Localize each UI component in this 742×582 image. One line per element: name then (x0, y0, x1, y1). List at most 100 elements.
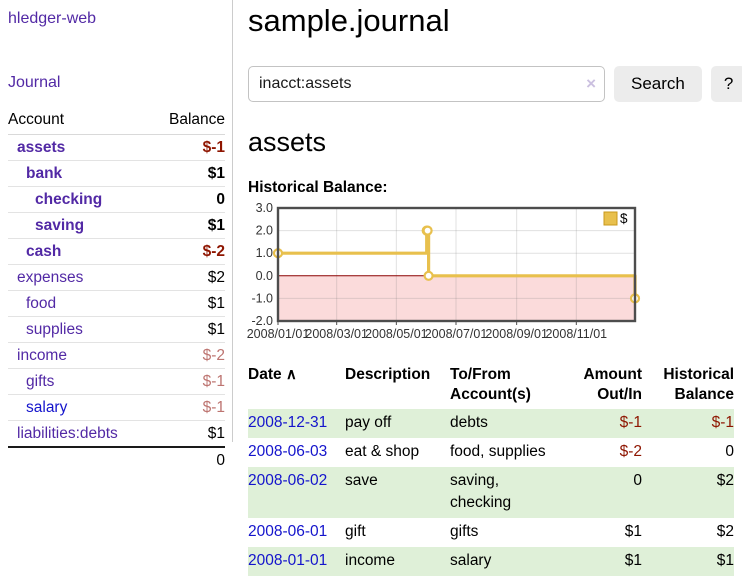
register-col-amount: Amount Out/In (583, 366, 642, 403)
transaction-balance: 0 (725, 443, 734, 460)
transaction-description: eat & shop (345, 443, 420, 460)
accounts-total-value: 0 (151, 446, 225, 473)
account-link[interactable]: saving (35, 217, 85, 234)
brand-link[interactable]: hledger-web (8, 10, 97, 27)
account-link[interactable]: assets (17, 139, 66, 156)
transaction-balance: $-1 (711, 414, 734, 431)
chart-legend-label: $ (620, 211, 628, 226)
sort-asc-icon: ∧ (285, 366, 297, 383)
account-row: cash $-2 (8, 238, 225, 265)
search-input-wrap: × (248, 66, 605, 102)
register-header-row: Date ∧ Description To/From Account(s) Am… (248, 363, 734, 409)
register-table: Date ∧ Description To/From Account(s) Am… (248, 363, 734, 576)
account-row: checking 0 (8, 186, 225, 213)
sidebar-item-journal[interactable]: Journal (8, 74, 61, 91)
register-row: 2008-06-02 save saving, checking 0 $2 (248, 467, 734, 518)
transaction-date-link[interactable]: 2008-06-03 (248, 443, 328, 460)
chart-y-tick-label: -1.0 (251, 291, 273, 305)
balance-chart[interactable]: 3.0 2.0 1.0 0.0 -1.0 -2.02008/01/012008/03/01… (247, 201, 668, 348)
page-title: sample.journal (248, 3, 450, 38)
account-balance: $1 (151, 290, 225, 317)
chart-x-tick-label: 2008/07/01 (425, 327, 488, 341)
accounts-table: Account Balance assets $-1 bank $1 checking 0… (8, 109, 225, 473)
account-link[interactable]: income (17, 347, 67, 364)
search-button[interactable]: Search (614, 66, 702, 102)
chart-border (276, 206, 637, 323)
account-title: assets (248, 127, 327, 157)
transaction-description: pay off (345, 414, 392, 431)
chart-y-tick-label: 1.0 (256, 246, 273, 260)
account-link[interactable]: salary (26, 399, 68, 416)
chart-label: Historical Balance: (248, 179, 388, 196)
register-col-date[interactable]: Date ∧ (248, 366, 297, 383)
account-row: bank $1 (8, 160, 225, 187)
account-link[interactable]: food (26, 295, 57, 312)
register-col-tofrom: To/From Account(s) (450, 366, 531, 403)
account-balance: $1 (151, 420, 225, 448)
transaction-balance: $2 (716, 523, 734, 540)
account-link[interactable]: expenses (17, 269, 84, 286)
account-link[interactable]: supplies (26, 321, 83, 338)
account-balance: $-1 (151, 394, 225, 421)
register-row: 2008-06-03 eat & shop food, supplies $-2 0 (248, 438, 734, 467)
transaction-accounts: debts (450, 414, 488, 431)
search-input[interactable] (248, 66, 605, 102)
transaction-accounts: food, supplies (450, 443, 546, 460)
search-bar: × Search ? (248, 66, 742, 102)
transaction-balance: $1 (716, 552, 734, 569)
chart-legend-swatch (603, 211, 618, 226)
chart-x-tick-label: 2008/03/01 (305, 327, 368, 341)
accounts-col-balance: Balance (151, 109, 225, 135)
account-row: income $-2 (8, 342, 225, 369)
account-link[interactable]: bank (26, 165, 63, 182)
transaction-date-link[interactable]: 2008-06-01 (248, 523, 328, 540)
accounts-total-row: 0 (8, 446, 225, 473)
transaction-amount: $-1 (619, 414, 642, 431)
transaction-balance: $2 (716, 472, 734, 489)
account-balance: $-2 (151, 342, 225, 369)
chart-negative-region (278, 275, 635, 321)
register-row: 2008-12-31 pay off debts $-1 $-1 (248, 409, 734, 438)
register-col-balance: Historical Balance (663, 366, 734, 403)
transaction-accounts: saving, checking (450, 472, 512, 511)
account-balance: $-1 (151, 368, 225, 395)
transaction-amount: 0 (633, 472, 642, 489)
account-balance: $1 (151, 316, 225, 343)
chart-x-tick-label: 2008/09/01 (485, 327, 548, 341)
account-balance: $-2 (151, 238, 225, 265)
help-button[interactable]: ? (710, 66, 742, 102)
account-balance: $2 (151, 264, 225, 291)
register-body: 2008-12-31 pay off debts $-1 $-1 2008-06-03 ea… (248, 409, 734, 576)
account-row: assets $-1 (8, 134, 225, 161)
transaction-date-link[interactable]: 2008-06-02 (248, 472, 328, 489)
account-row: food $1 (8, 290, 225, 317)
transaction-description: save (345, 472, 378, 489)
transaction-description: income (345, 552, 395, 569)
account-row: expenses $2 (8, 264, 225, 291)
transaction-date-link[interactable]: 2008-01-01 (248, 552, 328, 569)
transaction-accounts: salary (450, 552, 492, 569)
chart-x-tick-label: 2008/01/01 (247, 327, 310, 341)
transaction-description: gift (345, 523, 366, 540)
account-balance: $1 (151, 212, 225, 239)
transaction-amount: $1 (624, 552, 642, 569)
chart-y-tick-label: -2.0 (251, 314, 273, 328)
account-link[interactable]: cash (26, 243, 62, 260)
main-panel: sample.journal × Search ? assets Histori… (233, 0, 742, 582)
register-row: 2008-01-01 income salary $1 $1 (248, 547, 734, 576)
account-row: liabilities:debts $1 (8, 420, 225, 448)
account-balance: $-1 (151, 134, 225, 161)
account-row: gifts $-1 (8, 368, 225, 395)
register-col-description: Description (345, 366, 431, 383)
transaction-date-link[interactable]: 2008-12-31 (248, 414, 328, 431)
chart-y-tick-label: 0.0 (256, 269, 273, 283)
account-link[interactable]: gifts (26, 373, 55, 390)
account-link[interactable]: checking (35, 191, 103, 208)
transaction-amount: $-2 (619, 443, 642, 460)
chart-x-tick-label: 2008/11/01 (545, 327, 607, 341)
clear-search-icon[interactable]: × (586, 74, 596, 93)
account-link[interactable]: liabilities:debts (17, 425, 118, 442)
chart-y-tick-label: 2.0 (256, 224, 273, 238)
account-row: saving $1 (8, 212, 225, 239)
accounts-header-row: Account Balance (8, 109, 225, 135)
